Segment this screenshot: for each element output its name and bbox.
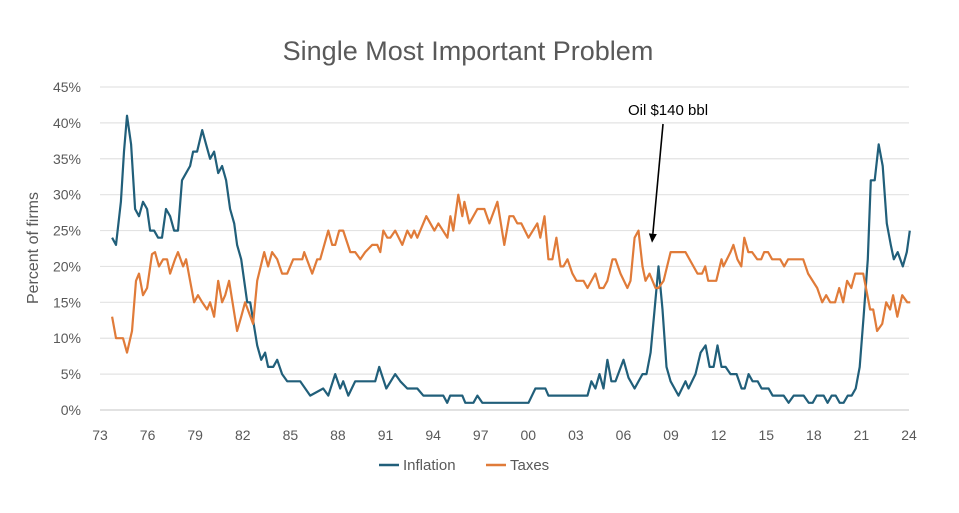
legend-label-taxes: Taxes	[510, 457, 549, 474]
y-tick-label: 45%	[53, 79, 81, 95]
y-tick-label: 25%	[53, 223, 81, 239]
annotation-label: Oil $140 bbl	[628, 102, 708, 119]
y-tick-label: 30%	[53, 187, 81, 203]
y-axis-label: Percent of firms	[25, 192, 42, 304]
x-tick-label: 00	[521, 427, 537, 443]
legend-label-inflation: Inflation	[403, 457, 456, 474]
x-tick-label: 12	[711, 427, 727, 443]
y-tick-labels: 0% 5% 10% 15% 20% 25% 30% 35% 40% 45%	[53, 79, 81, 418]
x-tick-label: 88	[330, 427, 346, 443]
x-tick-label: 82	[235, 427, 251, 443]
gridlines	[100, 86, 909, 411]
annotation: Oil $140 bbl	[628, 102, 708, 243]
y-tick-label: 5%	[61, 366, 81, 382]
x-tick-label: 09	[663, 427, 679, 443]
x-tick-label: 76	[140, 427, 156, 443]
y-tick-label: 0%	[61, 402, 81, 418]
series-lines	[111, 114, 911, 404]
y-tick-label: 10%	[53, 330, 81, 346]
x-tick-label: 79	[187, 427, 203, 443]
x-tick-label: 73	[92, 427, 108, 443]
x-tick-label: 85	[283, 427, 299, 443]
x-tick-label: 91	[378, 427, 394, 443]
x-tick-label: 21	[854, 427, 870, 443]
y-tick-label: 20%	[53, 258, 81, 274]
x-tick-label: 24	[901, 427, 917, 443]
x-tick-label: 94	[425, 427, 441, 443]
x-tick-label: 97	[473, 427, 489, 443]
x-tick-labels: 73 76 79 82 85 88 91 94 97 00 03 06 09 12 15 18 21 24	[92, 427, 917, 443]
y-tick-label: 35%	[53, 151, 81, 167]
chart-title: Single Most Important Problem	[283, 36, 654, 66]
series-line-inflation	[111, 114, 911, 404]
y-tick-label: 40%	[53, 115, 81, 131]
y-tick-label: 15%	[53, 294, 81, 310]
series-line-taxes	[111, 193, 911, 354]
x-tick-label: 03	[568, 427, 584, 443]
x-tick-label: 18	[806, 427, 822, 443]
annotation-arrow	[652, 123, 664, 234]
x-tick-label: 06	[616, 427, 632, 443]
x-tick-label: 15	[758, 427, 774, 443]
annotation-arrowhead	[648, 233, 657, 243]
legend: Inflation Taxes	[379, 457, 549, 474]
